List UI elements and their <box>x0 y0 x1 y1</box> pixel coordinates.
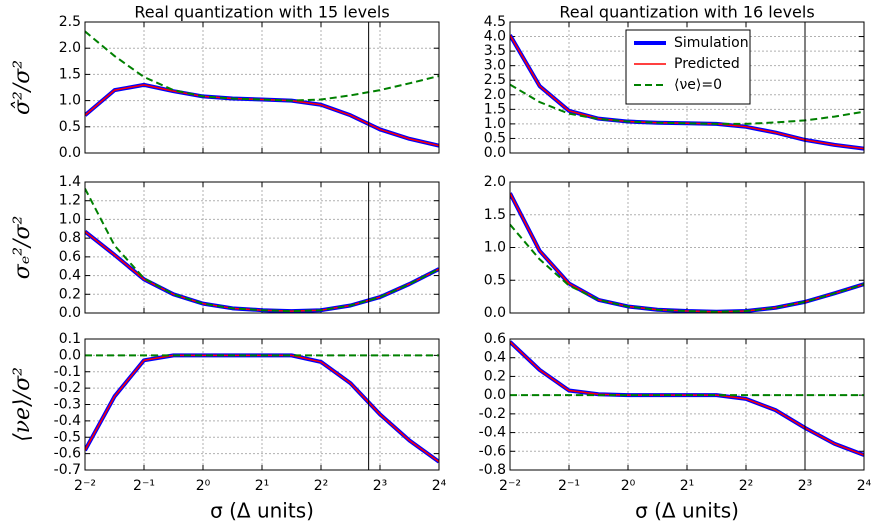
x-axis-label: σ (Δ units) <box>635 499 739 523</box>
y-tick-label: -0.2 <box>479 406 506 422</box>
y-tick-label: -0.4 <box>479 425 506 441</box>
y-tick-label: 0.5 <box>484 272 506 288</box>
y-tick-label: 1.0 <box>484 116 506 132</box>
y-tick-label: 0.0 <box>484 145 506 161</box>
y-tick-label: 4.5 <box>484 14 506 30</box>
y-tick-label: -0.2 <box>54 380 81 396</box>
y-tick-label: 0.1 <box>59 331 81 347</box>
x-tick-label: 2³ <box>798 478 813 494</box>
y-tick-label: 1.5 <box>484 207 506 223</box>
legend-label: Simulation <box>674 35 749 51</box>
x-tick-label: 2⁻¹ <box>133 478 155 494</box>
y-tick-label: -0.8 <box>479 462 506 478</box>
y-tick-label: 0.4 <box>59 268 81 284</box>
y-tick-label: 0.0 <box>59 305 81 321</box>
y-tick-label: 0.2 <box>484 368 506 384</box>
x-tick-label: 2⁻² <box>499 478 521 494</box>
y-tick-label: 2.0 <box>484 87 506 103</box>
y-tick-label: 2.0 <box>484 174 506 190</box>
x-tick-label: 2³ <box>373 478 388 494</box>
y-tick-label: 2.5 <box>484 72 506 88</box>
y-tick-label: 1.0 <box>484 240 506 256</box>
x-tick-label: 2¹ <box>255 478 270 494</box>
y-tick-label: 2.0 <box>59 40 81 56</box>
series-line <box>85 188 439 313</box>
y-tick-label: 0.0 <box>484 387 506 403</box>
y-tick-label: 0.6 <box>484 331 506 347</box>
plot-frame <box>509 338 865 471</box>
y-tick-label: 3.5 <box>484 43 506 59</box>
y-tick-label: 0.5 <box>484 130 506 146</box>
chart-title: Real quantization with 16 levels <box>559 3 814 22</box>
x-tick-label: 2⁻² <box>74 478 96 494</box>
plot-frame <box>509 181 865 314</box>
y-tick-label: 0.2 <box>59 286 81 302</box>
series-line <box>510 341 864 456</box>
plot-frame <box>84 21 440 154</box>
y-tick-label: 1.0 <box>59 93 81 109</box>
plot-frame <box>84 338 440 471</box>
y-tick-label: -0.1 <box>54 364 81 380</box>
x-tick-label: 2⁴ <box>432 478 447 494</box>
y-tick-label: 0.0 <box>484 305 506 321</box>
y-axis-label: ⟨νe⟩/σ² <box>10 367 35 442</box>
y-tick-label: 1.0 <box>59 211 81 227</box>
y-tick-label: 1.5 <box>484 101 506 117</box>
y-tick-label: 1.4 <box>59 174 81 190</box>
y-tick-label: 0.5 <box>59 119 81 135</box>
x-tick-label: 2⁰ <box>196 478 211 494</box>
y-tick-label: -0.4 <box>54 413 81 429</box>
series-line <box>510 340 864 457</box>
series-line <box>85 84 439 147</box>
x-tick-label: 2² <box>739 478 754 494</box>
x-tick-label: 2⁻¹ <box>558 478 580 494</box>
y-tick-label: 4.0 <box>484 29 506 45</box>
y-tick-label: 3.0 <box>484 58 506 74</box>
y-tick-label: 0.0 <box>59 347 81 363</box>
x-axis-label: σ (Δ units) <box>210 499 314 523</box>
y-tick-label: -0.6 <box>479 443 506 459</box>
legend-label: Predicted <box>674 56 740 72</box>
y-axis-label: σₑ²/σ² <box>10 216 35 280</box>
x-tick-label: 2⁰ <box>621 478 636 494</box>
y-tick-label: -0.5 <box>54 429 81 445</box>
y-tick-label: 0.6 <box>59 249 81 265</box>
plot-frame <box>84 181 440 314</box>
y-tick-label: -0.7 <box>54 462 81 478</box>
y-tick-label: 0.0 <box>59 145 81 161</box>
y-tick-label: -0.3 <box>54 397 81 413</box>
y-axis-label: σ̂²/σ² <box>10 60 35 115</box>
x-tick-label: 2⁴ <box>857 478 872 494</box>
plot-frame <box>509 21 865 154</box>
legend-label: ⟨νe⟩=0 <box>674 77 722 93</box>
x-tick-label: 2¹ <box>680 478 695 494</box>
x-tick-label: 2² <box>314 478 329 494</box>
y-tick-label: 0.8 <box>59 230 81 246</box>
series-line <box>85 30 439 102</box>
y-tick-label: 1.2 <box>59 193 81 209</box>
y-tick-label: 2.5 <box>59 14 81 30</box>
chart-title: Real quantization with 15 levels <box>134 3 389 22</box>
y-tick-label: 0.4 <box>484 350 506 366</box>
y-tick-label: -0.6 <box>54 446 81 462</box>
y-tick-label: 1.5 <box>59 66 81 82</box>
